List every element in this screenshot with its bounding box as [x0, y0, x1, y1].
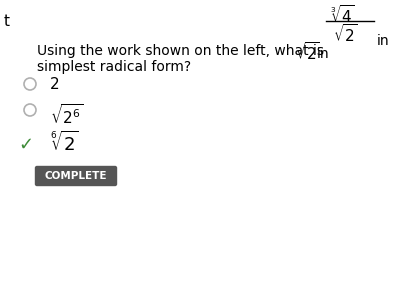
Text: ✓: ✓ — [18, 136, 33, 154]
FancyBboxPatch shape — [36, 167, 116, 185]
Text: Using the work shown on the left, what is: Using the work shown on the left, what i… — [37, 44, 324, 58]
Circle shape — [24, 104, 36, 116]
Text: $\sqrt{2^6}$: $\sqrt{2^6}$ — [50, 103, 84, 127]
Text: simplest radical form?: simplest radical form? — [37, 60, 191, 74]
Text: $\sqrt{2}$: $\sqrt{2}$ — [295, 41, 320, 63]
Text: in: in — [317, 47, 330, 61]
Text: $\sqrt{2}$: $\sqrt{2}$ — [333, 23, 358, 45]
Text: $\sqrt[6]{2}$: $\sqrt[6]{2}$ — [50, 131, 79, 155]
Text: $\sqrt[3]{4}$: $\sqrt[3]{4}$ — [330, 4, 355, 26]
Text: t: t — [4, 14, 10, 29]
Circle shape — [24, 78, 36, 90]
Text: in: in — [377, 34, 389, 48]
Text: COMPLETE: COMPLETE — [45, 171, 107, 181]
Text: 2: 2 — [50, 77, 59, 92]
